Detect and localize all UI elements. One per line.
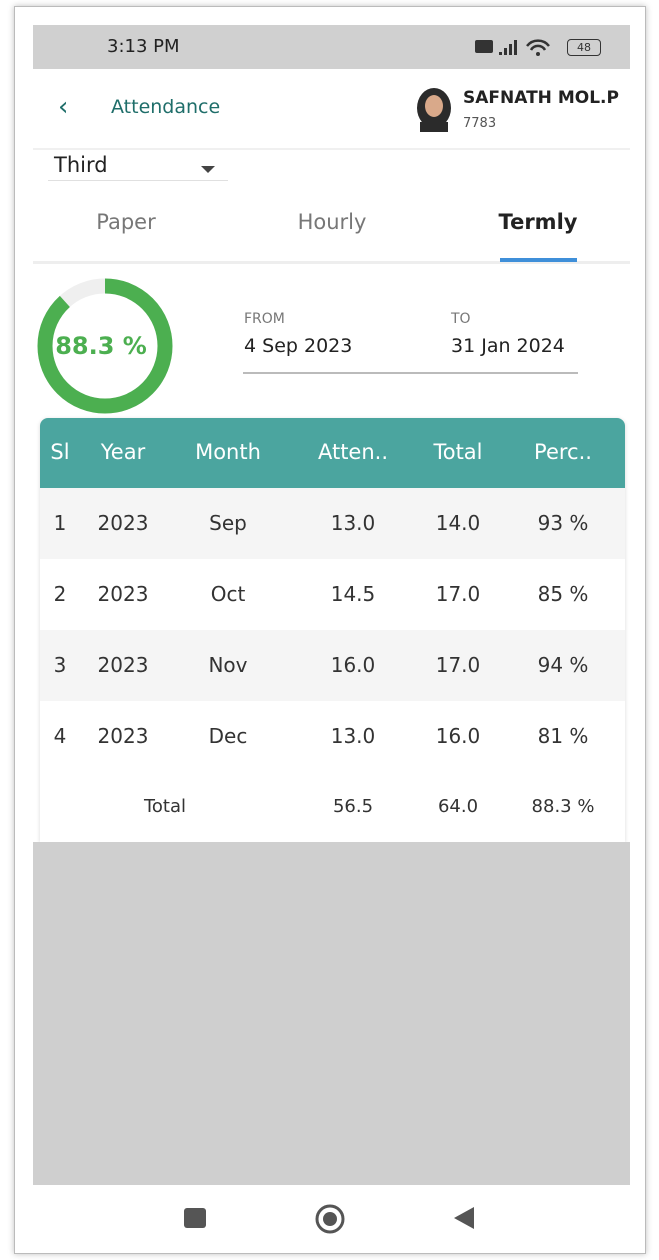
date-underline — [243, 372, 578, 374]
table-cell: 16.0 — [408, 724, 508, 748]
table-cell: Sep — [178, 511, 278, 535]
column-header: Perc.. — [513, 440, 613, 464]
table-cell: 94 % — [513, 653, 613, 677]
table-cell: Dec — [178, 724, 278, 748]
table-cell: 13.0 — [303, 724, 403, 748]
table-cell: 16.0 — [303, 653, 403, 677]
attendance-gauge: 88.3 % — [30, 272, 190, 422]
column-header: Total — [408, 440, 508, 464]
nav-recents[interactable] — [184, 1208, 206, 1228]
table-cell: 93 % — [513, 511, 613, 535]
to-date: 31 Jan 2024 — [451, 335, 565, 357]
from-label: FROM — [244, 311, 285, 327]
dropdown-value: Third — [54, 153, 108, 177]
nav-home[interactable] — [314, 1203, 346, 1235]
table-cell: 2023 — [73, 653, 173, 677]
divider — [33, 148, 630, 150]
total-cell: 56.5 — [293, 796, 413, 817]
tab[interactable]: Paper — [56, 210, 196, 234]
page: {"status_bar": {"time": "3:13 PM", "batt… — [0, 0, 659, 1260]
signal-wifi-icons — [497, 38, 567, 58]
tab[interactable]: Termly — [468, 210, 608, 234]
volte-icon — [475, 40, 493, 53]
total-cell: Total — [105, 796, 225, 817]
table-cell: 2023 — [73, 724, 173, 748]
term-dropdown[interactable]: Third — [48, 152, 228, 181]
total-cell: 64.0 — [398, 796, 518, 817]
tab[interactable]: Hourly — [262, 210, 402, 234]
page-title: Attendance — [111, 96, 220, 118]
dropdown-arrow — [201, 166, 215, 174]
table-cell: 2023 — [73, 511, 173, 535]
avatar — [414, 86, 454, 132]
column-header: Month — [178, 440, 278, 464]
nav-back[interactable] — [452, 1206, 476, 1230]
to-label: TO — [451, 311, 471, 327]
table-cell: 85 % — [513, 582, 613, 606]
table-cell: 17.0 — [408, 582, 508, 606]
column-header: Year — [73, 440, 173, 464]
gauge-label: 88.3 % — [55, 332, 147, 360]
user-id: 7783 — [463, 116, 496, 131]
battery: 48 — [567, 39, 601, 56]
column-header: Atten.. — [303, 440, 403, 464]
tab-indicator — [500, 258, 577, 262]
table-cell: 17.0 — [408, 653, 508, 677]
table-cell: 2023 — [73, 582, 173, 606]
empty-area — [33, 842, 630, 1185]
from-date: 4 Sep 2023 — [244, 335, 352, 357]
status-time: 3:13 PM — [107, 36, 180, 57]
total-cell: 88.3 % — [503, 796, 623, 817]
back-button[interactable]: ‹ — [58, 92, 68, 122]
user-name: SAFNATH MOL.P — [463, 88, 619, 108]
table-cell: Oct — [178, 582, 278, 606]
table-cell: 14.5 — [303, 582, 403, 606]
status-bar: 3:13 PM 48 — [33, 25, 630, 69]
table-cell: 81 % — [513, 724, 613, 748]
table-cell: Nov — [178, 653, 278, 677]
table-cell: 14.0 — [408, 511, 508, 535]
table-cell: 13.0 — [303, 511, 403, 535]
